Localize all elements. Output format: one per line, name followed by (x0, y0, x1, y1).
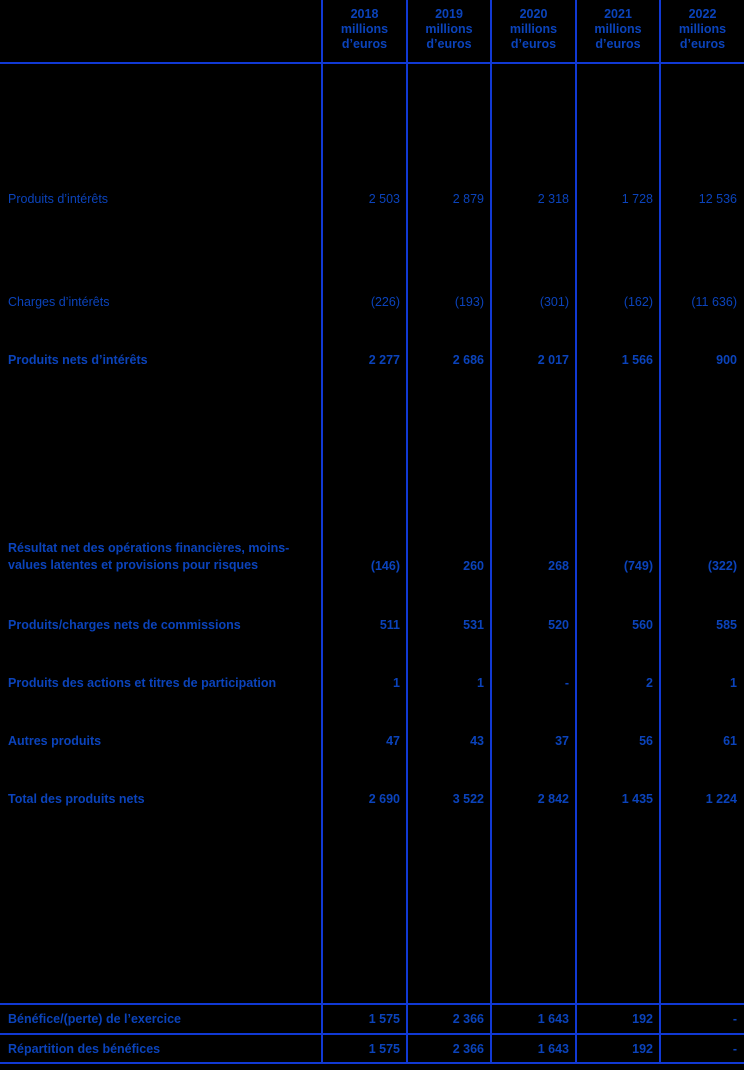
cell-value: 2 503 (368, 192, 400, 206)
cell-value: 531 (463, 618, 484, 632)
column-year: 2019 (435, 7, 463, 21)
column-unit: millions d’euros (425, 22, 473, 51)
cell-value: 2 017 (537, 353, 569, 367)
table-row-repartition-benefices: Répartition des bénéfices 1 575 2 366 1 … (0, 1041, 744, 1057)
cell-value: (226) (370, 295, 400, 309)
cell-value: 192 (632, 1042, 653, 1056)
cell-value: (301) (539, 295, 569, 309)
column-divider (406, 0, 408, 1064)
column-year: 2022 (688, 7, 717, 21)
cell-value: 2 842 (537, 792, 569, 806)
cell-value: 1 575 (368, 1042, 400, 1056)
cell-value: (193) (454, 295, 484, 309)
cell-value: 1 575 (368, 1012, 400, 1026)
table-row-produits-interets: Produits d’intérêts 2 503 2 879 2 318 1 … (0, 191, 744, 207)
table-row-benefice-perte-exercice: Bénéfice/(perte) de l’exercice 1 575 2 3… (0, 1011, 744, 1027)
cell-value: 1 728 (621, 192, 653, 206)
cell-value: 1 435 (621, 792, 653, 806)
table-row-total-produits-nets: Total des produits nets 2 690 3 522 2 84… (0, 791, 744, 807)
row-label: Produits nets d’intérêts (8, 353, 148, 367)
row-label: Produits d’intérêts (8, 192, 109, 206)
cell-value: 37 (555, 734, 569, 748)
cell-value: 560 (632, 618, 653, 632)
cell-value: 192 (632, 1012, 653, 1026)
cell-value: 47 (386, 734, 400, 748)
column-header-2022: 2022 millions d’euros (661, 7, 744, 52)
cell-value: 585 (716, 618, 737, 632)
column-unit: millions d’euros (678, 22, 727, 51)
cell-value: 2 318 (537, 192, 569, 206)
header-rule (0, 62, 744, 64)
row-label: Charges d’intérêts (8, 295, 110, 309)
bottom-rule (0, 1062, 744, 1064)
cell-value: 1 643 (537, 1042, 569, 1056)
cell-value: - (564, 676, 569, 690)
cell-value: 1 (730, 676, 737, 690)
column-unit: millions d’euros (509, 22, 558, 51)
column-divider (659, 0, 661, 1064)
cell-value: - (732, 1012, 737, 1026)
column-divider (575, 0, 577, 1064)
table-row-charges-interets: Charges d’intérêts (226) (193) (301) (16… (0, 294, 744, 310)
cell-value: 43 (470, 734, 484, 748)
row-label: Total des produits nets (8, 792, 145, 806)
cell-value: 3 522 (452, 792, 484, 806)
cell-value: (11 636) (691, 295, 737, 309)
cell-value: 2 879 (452, 192, 484, 206)
row-label: Résultat net des opérations financières,… (8, 541, 290, 572)
column-header-2019: 2019 millions d’euros (408, 7, 490, 52)
cell-value: 1 (477, 676, 484, 690)
cell-value: 61 (723, 734, 737, 748)
cell-value: 1 224 (705, 792, 737, 806)
cell-value: 520 (548, 618, 569, 632)
column-divider (490, 0, 492, 1064)
row-rule (0, 1033, 744, 1035)
table-row-autres-produits: Autres produits 47 43 37 56 61 (0, 733, 744, 749)
column-year: 2018 (350, 7, 379, 21)
column-header-2020: 2020 millions d’euros (492, 7, 575, 52)
cell-value: 1 643 (537, 1012, 569, 1026)
cell-value: 2 366 (452, 1042, 484, 1056)
table-row-commissions: Produits/charges nets de commissions 511… (0, 617, 744, 633)
cell-value: - (732, 1042, 737, 1056)
cell-value: 2 277 (368, 353, 400, 367)
cell-value: 1 (393, 676, 400, 690)
table-row-produits-nets-interets: Produits nets d’intérêts 2 277 2 686 2 0… (0, 352, 744, 368)
column-unit: millions d’euros (340, 22, 389, 51)
cell-value: (322) (707, 559, 737, 573)
row-label: Répartition des bénéfices (8, 1042, 161, 1056)
column-year: 2020 (519, 7, 548, 21)
cell-value: 56 (639, 734, 653, 748)
row-label: Produits des actions et titres de partic… (8, 676, 277, 690)
table-row-resultat-net-operations-financieres: Résultat net des opérations financières,… (0, 540, 744, 574)
column-header-2018: 2018 millions d’euros (323, 7, 406, 52)
cell-value: 12 536 (698, 192, 737, 206)
cell-value: 2 690 (368, 792, 400, 806)
cell-value: 2 (646, 676, 653, 690)
column-header-2021: 2021 millions d’euros (577, 7, 659, 52)
row-label: Produits/charges nets de commissions (8, 618, 241, 632)
cell-value: 268 (548, 559, 569, 573)
row-label: Autres produits (8, 734, 102, 748)
cell-value: (749) (623, 559, 653, 573)
cell-value: 1 566 (621, 353, 653, 367)
cell-value: 2 686 (452, 353, 484, 367)
cell-value: 511 (379, 618, 400, 632)
row-rule (0, 1003, 744, 1005)
cell-value: (162) (623, 295, 653, 309)
table-row-produits-actions-titres: Produits des actions et titres de partic… (0, 675, 744, 691)
column-unit: millions d’euros (594, 22, 642, 51)
cell-value: 900 (716, 353, 737, 367)
column-year: 2021 (604, 7, 632, 21)
cell-value: 2 366 (452, 1012, 484, 1026)
cell-value: (146) (370, 559, 400, 573)
cell-value: 260 (463, 559, 484, 573)
row-label: Bénéfice/(perte) de l’exercice (8, 1012, 181, 1026)
column-divider (321, 0, 323, 1064)
